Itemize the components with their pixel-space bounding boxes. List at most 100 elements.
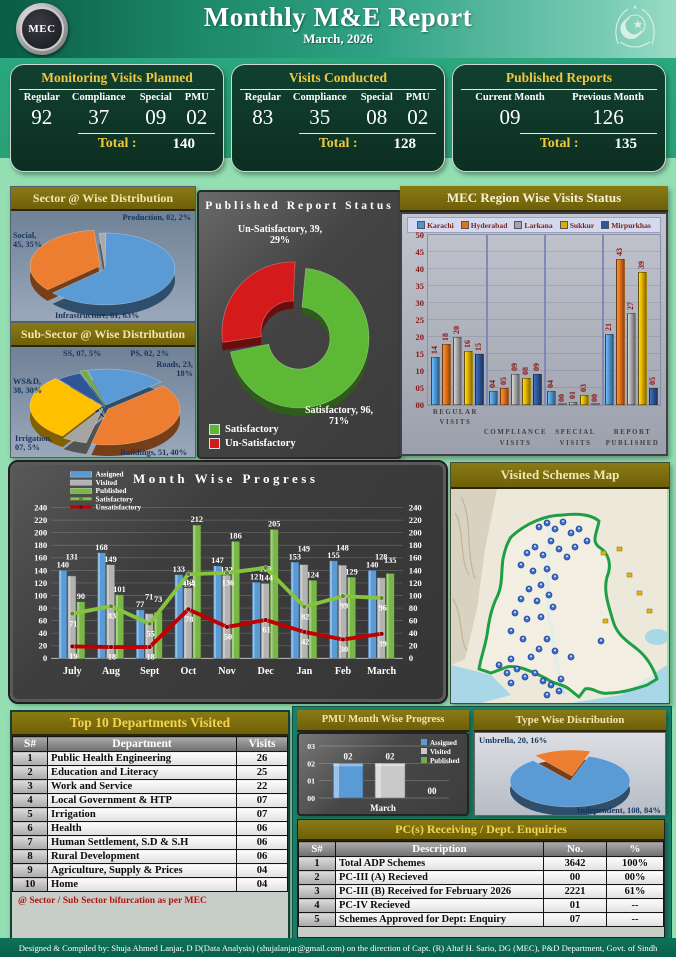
bar-wrap: 05 — [498, 235, 509, 405]
sector-distribution-panel: Sector @ Wise Distribution Production, 0… — [10, 186, 196, 322]
sindh-crest-icon — [615, 5, 655, 48]
svg-text:120: 120 — [409, 578, 423, 588]
table-cell: 26 — [236, 751, 288, 766]
table-cell: 04 — [236, 877, 288, 892]
y-tick-label: 45 — [415, 247, 425, 257]
svg-text:30: 30 — [340, 645, 348, 654]
svg-text:03: 03 — [307, 742, 315, 751]
sector-pie-svg — [29, 229, 176, 316]
bar-wrap: 14 — [430, 235, 440, 405]
pmu-chart: 00 01 02 03 02 02 00 March Assigned Visited Publis… — [297, 732, 469, 816]
bar — [568, 401, 578, 405]
bar-group: 04 05 09 08 09 — [486, 235, 544, 405]
bar-wrap: 09 — [510, 235, 520, 405]
table-cell: 10 — [12, 877, 48, 892]
legend-swatch-icon — [559, 221, 568, 229]
bar-wrap: 00 — [556, 235, 567, 405]
legend-swatch-icon — [460, 221, 469, 229]
svg-text:0: 0 — [43, 653, 48, 663]
table-cell: -- — [606, 898, 664, 913]
table-row: 3 Work and Service 22 — [12, 779, 288, 794]
legend-item: Larkana — [514, 221, 553, 230]
card-column-value: 08 — [366, 105, 388, 129]
legend-swatch-icon — [417, 221, 426, 229]
table-row: 5 Irrigation 07 — [12, 807, 288, 822]
table-cell: 25 — [236, 765, 288, 780]
type-distribution-panel: Type Wise Distribution Umbrella, 20, 16%… — [474, 710, 666, 816]
svg-text:71: 71 — [69, 619, 77, 628]
bar-wrap: 27 — [626, 235, 636, 405]
table-cell: 07 — [236, 807, 288, 822]
donut-legend: Satisfactory Un-Satisfactory — [209, 421, 296, 449]
table-cell: Public Health Engineering — [47, 751, 237, 766]
bar-value-label: 00 — [556, 394, 566, 402]
card-column: Regular 92 — [19, 92, 65, 130]
svg-text:55: 55 — [146, 629, 154, 638]
column-header: No. — [543, 841, 607, 857]
card-column: Compliance 37 — [65, 92, 133, 130]
summary-cards: Monitoring Visits Planned Regular 92 Compli… — [10, 64, 666, 172]
bar-value-label: 04 — [487, 380, 497, 389]
bar — [441, 343, 451, 405]
legend-item-satisfactory: Satisfactory — [209, 424, 296, 435]
svg-text:186: 186 — [229, 532, 241, 541]
svg-text:Satisfactory: Satisfactory — [96, 494, 134, 503]
column-header: % — [606, 841, 664, 857]
bar-group: 21 43 27 39 05 — [602, 235, 660, 405]
bar-wrap: 20 — [452, 235, 462, 405]
svg-text:Dec: Dec — [258, 666, 275, 677]
sector-pie-chart: Production, 02, 2% Social, 45, 35% Infra… — [11, 211, 195, 321]
svg-text:Aug: Aug — [102, 666, 120, 677]
subsector-pie-svg — [29, 368, 181, 456]
legend-swatch-icon — [514, 221, 523, 229]
table-cell: Total ADP Schemes — [335, 856, 544, 871]
bar — [532, 374, 542, 405]
table-cell: 2 — [298, 870, 336, 885]
bar-wrap: 05 — [648, 235, 658, 405]
card-total-row: Total : 128 — [298, 133, 436, 153]
svg-text:100: 100 — [409, 590, 423, 600]
svg-text:133: 133 — [173, 565, 185, 574]
table-cell: Rural Development — [47, 849, 237, 864]
pie-label-irrigation: Irrigation, 07, 5% — [15, 433, 53, 452]
x-category-label: REPORT PUBLISHED — [605, 429, 660, 447]
footer-credit: Designed & Compiled by: Shuja Ahmed Lanj… — [0, 938, 676, 957]
svg-text:140: 140 — [409, 565, 423, 575]
card-column-label: Current Month — [475, 92, 545, 103]
svg-text:Published: Published — [430, 757, 460, 765]
table-cell: 3642 — [543, 856, 607, 871]
card-column-label: Special — [139, 92, 172, 103]
svg-text:Visited: Visited — [430, 748, 451, 756]
unsatisfactory-swatch-icon — [209, 438, 220, 449]
svg-text:61: 61 — [262, 626, 270, 635]
card-column-value: 37 — [88, 105, 110, 129]
svg-text:160: 160 — [34, 553, 48, 563]
table-cell: Education and Literacy — [47, 765, 237, 780]
card-column-label: Compliance — [71, 92, 126, 103]
bar — [430, 357, 440, 405]
bar-value-label: 05 — [498, 377, 508, 385]
svg-text:180: 180 — [34, 540, 48, 550]
card-column: Special 08 — [354, 92, 400, 130]
table-row: 1 Public Health Engineering 26 — [12, 751, 288, 766]
bar — [648, 388, 658, 405]
card-total-label: Total : — [318, 136, 358, 151]
svg-text:Visited: Visited — [96, 478, 118, 487]
pie-label-roads: Roads, 23, 18% — [156, 360, 193, 379]
y-tick-label: 30 — [415, 298, 425, 308]
card-columns: Regular 83 Compliance 35 Special 08 PMU 02 — [240, 92, 436, 130]
bar — [510, 374, 520, 405]
svg-text:220: 220 — [34, 515, 48, 525]
legend-label: Mirpurkhas — [611, 220, 651, 230]
card-column-value: 92 — [31, 105, 53, 129]
pie-label-independent: Independent, 108, 84% — [576, 805, 661, 815]
bar — [604, 333, 614, 405]
card-column-label: Regular — [244, 92, 281, 103]
table-cell: 5 — [298, 912, 336, 927]
svg-text:220: 220 — [409, 515, 423, 525]
bar — [499, 388, 509, 405]
card-title: Monitoring Visits Planned — [19, 68, 215, 90]
bar-value-label: 09 — [531, 363, 541, 372]
bar — [615, 258, 625, 405]
card-column-value: 35 — [309, 105, 331, 129]
